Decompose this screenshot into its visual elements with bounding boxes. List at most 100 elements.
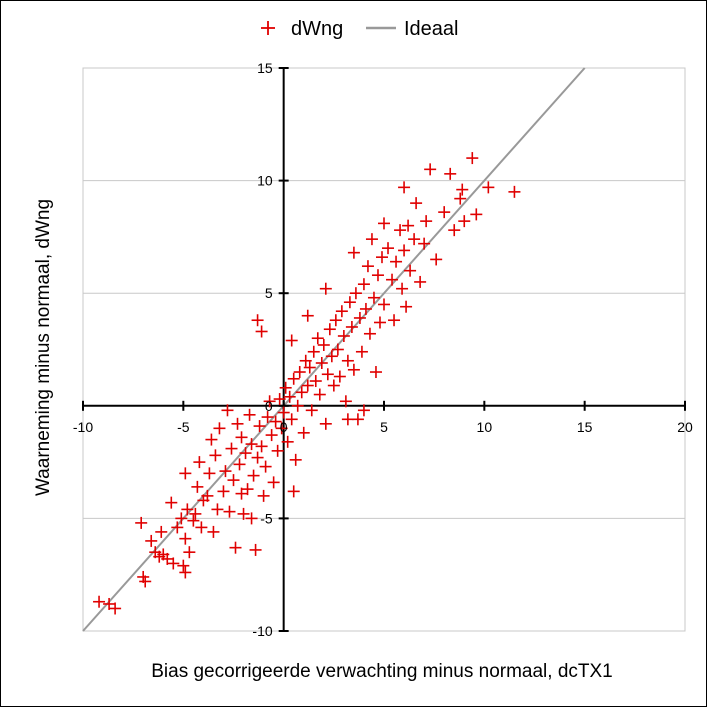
data-point — [183, 546, 196, 559]
data-point — [285, 413, 298, 426]
data-point — [335, 305, 348, 318]
data-point — [378, 217, 390, 230]
data-point — [155, 525, 168, 538]
data-point — [135, 516, 148, 529]
data-point — [203, 467, 216, 480]
data-point — [325, 350, 338, 363]
data-point — [243, 408, 256, 421]
data-point — [357, 404, 370, 417]
data-point — [175, 512, 188, 525]
data-point — [263, 395, 276, 408]
data-point — [109, 602, 122, 615]
data-point — [211, 503, 224, 516]
data-point — [187, 514, 200, 527]
data-point — [255, 325, 268, 338]
data-point — [382, 242, 395, 255]
data-point — [205, 433, 218, 446]
data-point — [363, 327, 376, 340]
x-tick-label: 15 — [577, 419, 593, 435]
data-point — [359, 302, 372, 315]
data-point — [402, 219, 415, 232]
data-point — [267, 476, 280, 489]
data-point — [279, 381, 292, 394]
data-point — [165, 496, 178, 509]
legend: dWng Ideaal — [261, 18, 459, 40]
data-point — [420, 215, 433, 228]
data-point — [355, 345, 368, 358]
data-point — [448, 224, 461, 237]
data-point — [482, 181, 495, 194]
data-point — [351, 413, 364, 426]
data-point — [400, 300, 413, 313]
legend-label-ideaal: Ideaal — [404, 18, 459, 40]
data-point — [237, 507, 250, 520]
data-point — [231, 417, 244, 430]
data-point — [371, 269, 384, 282]
data-point — [179, 566, 192, 579]
data-point — [404, 264, 417, 277]
data-point — [299, 354, 312, 367]
data-point — [317, 338, 330, 351]
data-point — [301, 379, 314, 392]
data-point — [235, 431, 248, 444]
data-point — [139, 575, 152, 588]
data-point — [327, 379, 340, 392]
data-point — [241, 483, 254, 496]
data-point — [311, 332, 324, 345]
data-point — [390, 255, 403, 268]
legend-marker-dwng — [261, 21, 275, 35]
data-point — [347, 363, 360, 376]
data-point — [251, 314, 264, 327]
data-point — [207, 525, 220, 538]
data-point — [301, 309, 314, 322]
data-point — [329, 314, 342, 327]
x-tick-label: -10 — [73, 419, 93, 435]
legend-label-dwng: dWng — [291, 18, 343, 40]
data-point — [145, 534, 158, 547]
x-axis-title: Bias gecorrigeerde verwachting minus nor… — [151, 661, 613, 682]
data-point — [319, 282, 332, 295]
data-point — [195, 521, 208, 534]
data-point — [255, 440, 268, 453]
x-tick-label: -5 — [177, 419, 190, 435]
data-point — [235, 487, 248, 500]
data-point — [209, 449, 222, 462]
data-point — [189, 507, 202, 520]
data-point — [273, 393, 286, 406]
data-point — [508, 185, 521, 198]
data-point — [456, 183, 469, 196]
y-tick-label: 5 — [265, 285, 273, 301]
data-point — [373, 316, 386, 329]
y-tick-label: 15 — [257, 60, 273, 76]
data-point — [398, 244, 411, 257]
x-tick-label: 20 — [677, 419, 693, 435]
data-point — [369, 366, 382, 379]
data-point — [245, 512, 258, 525]
data-point — [307, 345, 320, 358]
data-point — [257, 489, 270, 502]
data-point — [295, 386, 308, 399]
y-tick-label: -5 — [260, 510, 273, 526]
data-point — [171, 521, 184, 534]
data-point — [458, 215, 471, 228]
data-point — [103, 597, 116, 610]
data-point — [233, 458, 246, 471]
data-point — [281, 435, 294, 448]
data-point — [265, 429, 278, 442]
data-point — [454, 192, 467, 205]
data-point — [386, 273, 399, 286]
data-point — [470, 208, 483, 221]
y-tick-label: 10 — [257, 173, 273, 189]
data-point — [179, 532, 192, 545]
data-point — [367, 291, 380, 304]
data-point — [438, 206, 451, 219]
data-point — [388, 314, 401, 327]
plot-border — [82, 67, 686, 632]
data-point — [305, 404, 318, 417]
data-point — [347, 246, 360, 259]
x-tick-label: 0 — [280, 419, 288, 435]
data-point — [223, 505, 236, 518]
data-point — [396, 282, 409, 295]
data-point — [247, 469, 260, 482]
